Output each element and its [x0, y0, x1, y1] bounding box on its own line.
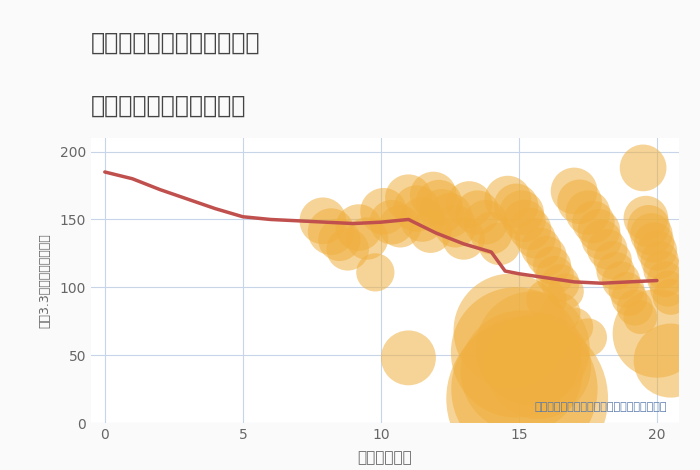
Point: [516, 209, 527, 217]
Point: [635, 313, 646, 321]
Point: [629, 304, 641, 312]
Point: [640, 214, 652, 222]
Point: [494, 240, 505, 248]
Point: [326, 228, 337, 235]
Point: [560, 288, 571, 295]
Point: [588, 219, 599, 226]
Point: [607, 257, 618, 264]
Point: [472, 209, 483, 217]
Point: [594, 227, 605, 234]
Point: [654, 257, 665, 264]
Point: [361, 235, 372, 242]
Point: [582, 209, 594, 217]
Point: [342, 245, 354, 253]
Point: [596, 236, 608, 243]
Point: [436, 208, 447, 215]
Point: [651, 247, 662, 254]
Point: [582, 334, 594, 341]
Point: [416, 216, 428, 223]
Point: [519, 385, 530, 393]
Point: [662, 285, 673, 292]
Point: [428, 191, 439, 199]
Point: [502, 196, 513, 203]
Point: [601, 245, 612, 253]
Point: [510, 349, 522, 356]
Point: [530, 235, 541, 242]
Point: [450, 222, 461, 230]
Point: [541, 296, 552, 303]
Point: [480, 219, 491, 226]
Point: [646, 231, 657, 238]
Point: [463, 201, 475, 208]
Point: [649, 239, 660, 246]
Point: [536, 244, 547, 252]
Point: [665, 293, 676, 301]
Point: [574, 198, 585, 205]
Point: [354, 224, 365, 231]
Point: [568, 187, 580, 195]
Point: [533, 362, 544, 370]
Point: [550, 271, 561, 279]
Point: [643, 222, 655, 230]
Point: [516, 368, 527, 375]
Point: [458, 235, 469, 242]
Point: [334, 236, 345, 243]
Point: [403, 194, 414, 202]
Point: [519, 217, 530, 225]
Point: [665, 357, 676, 364]
X-axis label: 駅距離（分）: 駅距離（分）: [358, 450, 412, 465]
Point: [444, 212, 456, 219]
Point: [651, 329, 662, 337]
Text: 奈良県奈良市学園大和町の: 奈良県奈良市学園大和町の: [91, 31, 260, 55]
Point: [657, 266, 668, 274]
Point: [659, 275, 671, 283]
Point: [433, 199, 444, 207]
Text: 円の大きさは、取引のあった物件面積を示す: 円の大きさは、取引のあった物件面積を示す: [535, 401, 667, 412]
Point: [317, 217, 328, 225]
Point: [610, 267, 621, 275]
Point: [547, 262, 558, 269]
Point: [541, 252, 552, 260]
Point: [554, 280, 566, 287]
Point: [370, 269, 381, 276]
Point: [378, 208, 389, 215]
Point: [638, 164, 649, 172]
Point: [615, 277, 626, 284]
Point: [425, 228, 436, 235]
Point: [395, 222, 406, 230]
Point: [624, 294, 635, 302]
Point: [403, 354, 414, 361]
Point: [510, 202, 522, 210]
Point: [524, 225, 536, 233]
Point: [554, 309, 566, 317]
Point: [505, 327, 516, 335]
Point: [522, 395, 533, 402]
Text: 駅距離別中古戸建て価格: 駅距離別中古戸建て価格: [91, 94, 246, 118]
Point: [568, 323, 580, 330]
Point: [411, 205, 422, 212]
Point: [527, 345, 538, 352]
Y-axis label: 坪（3.3㎡）単価（万円）: 坪（3.3㎡）単価（万円）: [38, 233, 51, 328]
Point: [621, 286, 632, 294]
Point: [486, 229, 497, 237]
Point: [386, 219, 398, 226]
